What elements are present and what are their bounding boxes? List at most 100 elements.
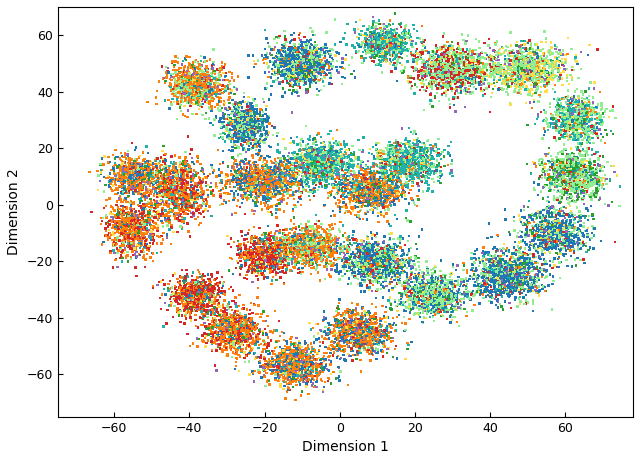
Point [448,48,458,56]
Point [372,47,382,55]
Point [556,167,566,175]
Point [386,253,396,260]
Point [190,285,200,293]
Point [498,266,508,273]
Point [361,257,371,264]
Point [550,230,560,238]
Point [425,51,435,59]
Point [324,242,335,250]
Point [189,83,200,90]
Point [509,266,519,273]
Point [290,372,300,379]
Point [536,73,547,81]
Point [271,352,281,360]
Point [527,232,537,239]
Point [187,281,197,289]
Point [166,159,176,166]
Point [145,215,155,223]
Point [249,324,259,331]
Point [306,349,316,357]
Point [577,115,588,123]
Point [312,158,322,165]
Point [286,348,296,355]
Point [285,353,296,361]
Point [451,76,461,83]
Point [288,367,298,375]
Point [191,56,201,64]
Point [602,130,612,138]
Point [242,119,252,126]
Point [360,276,370,284]
Point [352,192,362,199]
Point [502,263,512,270]
Point [201,291,211,298]
Point [333,158,344,165]
Point [290,359,300,366]
Point [562,242,572,250]
Point [296,226,306,233]
Point [546,179,556,187]
Point [276,256,286,263]
Point [253,320,263,327]
Point [579,183,589,190]
Point [422,304,432,312]
Point [360,186,370,194]
Point [161,173,171,180]
Point [161,199,172,207]
Point [115,242,125,250]
Point [217,346,227,354]
Point [124,161,134,169]
Point [303,247,313,254]
Point [509,272,519,279]
Point [127,168,137,175]
Point [282,344,292,352]
Point [506,58,516,65]
Point [202,87,212,94]
Point [386,186,396,194]
Point [568,129,578,136]
Point [355,41,365,49]
Point [543,72,554,79]
Point [421,288,431,295]
Point [301,381,312,388]
Point [364,192,374,199]
Point [264,177,274,184]
Point [500,274,511,282]
Point [349,67,359,74]
Point [383,47,393,54]
Point [420,147,430,154]
Point [115,175,125,182]
Point [140,217,150,224]
Point [590,121,600,129]
Point [288,205,298,213]
Point [283,72,293,80]
Point [282,67,292,74]
Point [521,300,531,307]
Point [370,178,380,185]
Point [522,72,532,80]
Point [278,191,288,198]
Point [244,314,255,322]
Point [261,127,271,135]
Point [346,334,356,341]
Point [555,157,565,165]
Point [132,225,143,233]
Point [358,253,368,260]
Point [357,327,367,334]
Point [191,110,202,118]
Point [310,236,320,243]
Point [171,195,181,203]
Point [255,154,266,161]
Point [177,288,188,296]
Point [322,253,332,260]
Point [288,180,298,187]
Point [214,299,224,307]
Point [289,160,299,167]
Point [523,221,533,228]
Point [436,61,446,69]
Point [371,255,381,262]
Point [424,156,435,164]
Point [438,271,448,278]
Point [477,76,488,83]
Point [182,90,192,97]
